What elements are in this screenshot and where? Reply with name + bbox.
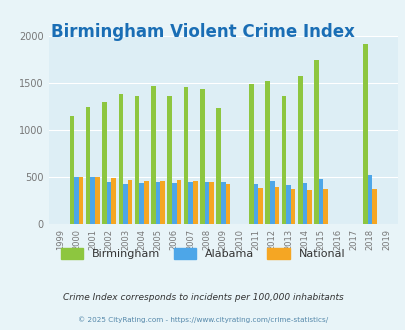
Bar: [134, 96, 139, 224]
Bar: [188, 182, 192, 224]
Bar: [95, 178, 99, 224]
Bar: [102, 102, 107, 224]
Bar: [156, 182, 160, 224]
Bar: [74, 178, 79, 224]
Bar: [318, 179, 323, 224]
Legend: Birmingham, Alabama, National: Birmingham, Alabama, National: [56, 243, 349, 263]
Bar: [183, 87, 188, 224]
Bar: [111, 178, 116, 224]
Bar: [128, 180, 132, 224]
Bar: [204, 182, 209, 224]
Bar: [265, 82, 269, 224]
Bar: [362, 44, 367, 224]
Bar: [313, 60, 318, 224]
Bar: [90, 178, 95, 224]
Bar: [86, 107, 90, 224]
Bar: [286, 185, 290, 224]
Text: Crime Index corresponds to incidents per 100,000 inhabitants: Crime Index corresponds to incidents per…: [62, 292, 343, 302]
Bar: [144, 181, 148, 224]
Bar: [367, 176, 371, 224]
Bar: [118, 94, 123, 224]
Bar: [200, 89, 204, 224]
Bar: [107, 182, 111, 224]
Bar: [79, 178, 83, 224]
Bar: [290, 189, 295, 224]
Bar: [269, 181, 274, 224]
Bar: [167, 96, 172, 224]
Bar: [258, 188, 262, 224]
Bar: [274, 187, 278, 224]
Bar: [160, 181, 164, 224]
Bar: [302, 183, 307, 224]
Bar: [69, 116, 74, 224]
Bar: [216, 108, 220, 224]
Bar: [123, 184, 128, 224]
Bar: [225, 184, 230, 224]
Bar: [172, 183, 176, 224]
Bar: [220, 182, 225, 224]
Bar: [176, 180, 181, 224]
Bar: [253, 184, 258, 224]
Bar: [192, 181, 197, 224]
Bar: [297, 76, 302, 224]
Bar: [248, 84, 253, 224]
Bar: [307, 190, 311, 224]
Bar: [323, 189, 327, 224]
Bar: [281, 96, 286, 224]
Bar: [209, 182, 213, 224]
Bar: [151, 86, 156, 224]
Bar: [139, 183, 144, 224]
Text: © 2025 CityRating.com - https://www.cityrating.com/crime-statistics/: © 2025 CityRating.com - https://www.city…: [78, 317, 327, 323]
Bar: [371, 189, 376, 224]
Text: Birmingham Violent Crime Index: Birmingham Violent Crime Index: [51, 23, 354, 41]
